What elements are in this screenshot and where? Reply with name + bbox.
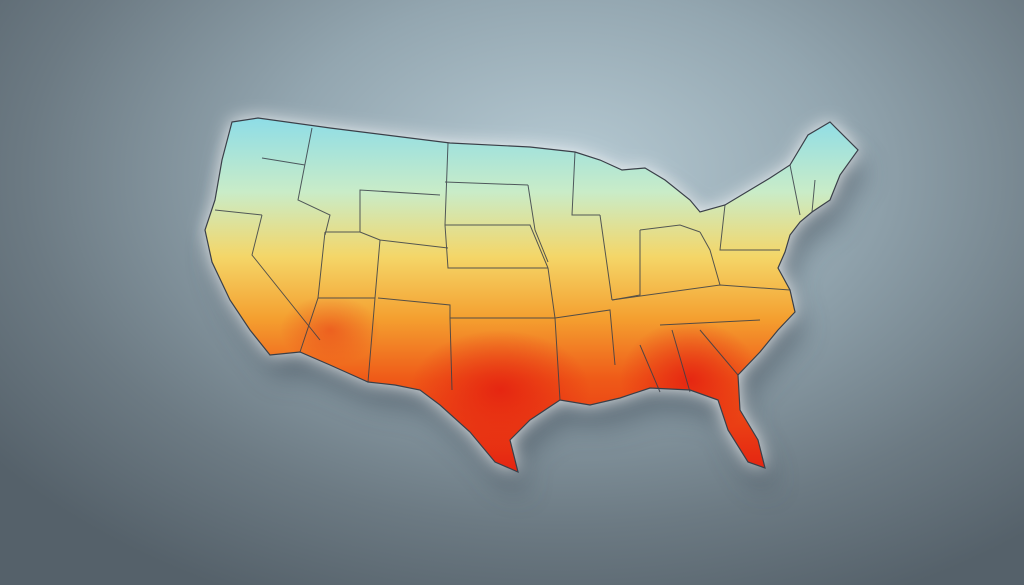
state-border-line xyxy=(719,204,780,251)
state-border-line xyxy=(554,309,616,366)
state-border-line xyxy=(699,231,721,286)
state-border-line xyxy=(789,164,801,216)
state-border-line xyxy=(599,214,613,301)
state-border-line xyxy=(639,224,701,233)
state-border-line xyxy=(444,181,529,186)
state-border-line xyxy=(297,127,331,236)
state-border-line xyxy=(325,189,441,233)
state-border-line xyxy=(359,231,381,241)
state-border-line xyxy=(377,297,555,319)
state-border-line xyxy=(214,209,263,216)
us-outline xyxy=(204,117,859,474)
state-border-line xyxy=(811,179,816,213)
state-border-line xyxy=(571,151,600,216)
state-border-line xyxy=(659,319,761,326)
state-border-line xyxy=(671,329,691,393)
state-border-line xyxy=(449,317,453,391)
state-border-line xyxy=(527,184,549,263)
state-border-line xyxy=(261,157,306,166)
state-border-line xyxy=(699,329,739,376)
state-border-line xyxy=(445,224,549,269)
state-border-line xyxy=(639,344,661,393)
state-border-line xyxy=(251,214,321,341)
state-border-line xyxy=(444,142,548,269)
state-borders xyxy=(214,127,816,401)
